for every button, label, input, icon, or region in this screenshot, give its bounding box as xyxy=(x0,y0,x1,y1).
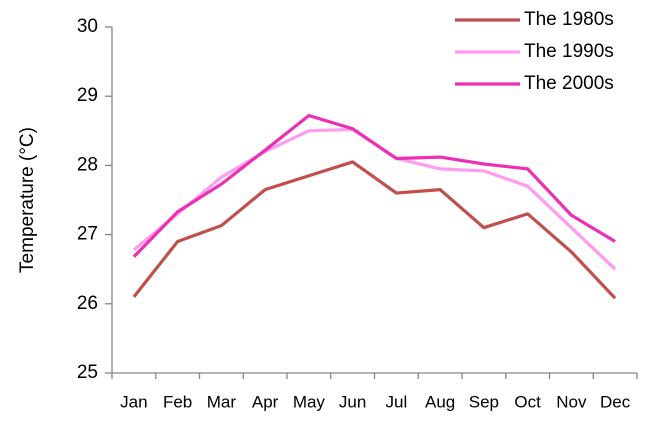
x-tick-label: Jun xyxy=(339,392,366,411)
x-tick-label: Jan xyxy=(120,392,147,411)
x-tick-label: Jul xyxy=(386,392,408,411)
y-axis-label: Temperature (°C) xyxy=(17,127,38,273)
y-tick-label: 25 xyxy=(77,362,98,383)
y-tick-label: 29 xyxy=(77,85,98,106)
x-tick-label: Nov xyxy=(556,392,587,411)
x-tick-label: Oct xyxy=(514,392,541,411)
line-series xyxy=(132,113,616,258)
x-tick-label: May xyxy=(293,392,326,411)
legend-label: The 2000s xyxy=(524,73,614,94)
line-series xyxy=(132,160,617,300)
x-tick-label: Aug xyxy=(425,392,455,411)
y-tick-label: 28 xyxy=(77,154,98,175)
x-tick-label: Dec xyxy=(600,392,631,411)
x-tick-label: Sep xyxy=(469,392,499,411)
y-tick-label: 30 xyxy=(77,16,98,37)
legend-label: The 1980s xyxy=(524,9,614,30)
legend-label: The 1990s xyxy=(524,41,614,62)
line-series xyxy=(132,127,617,271)
x-tick-label: Apr xyxy=(252,392,279,411)
y-tick-label: 27 xyxy=(77,224,98,245)
x-tick-label: Feb xyxy=(163,392,192,411)
x-tick-label: Mar xyxy=(207,392,237,411)
y-tick-label: 26 xyxy=(77,293,98,314)
